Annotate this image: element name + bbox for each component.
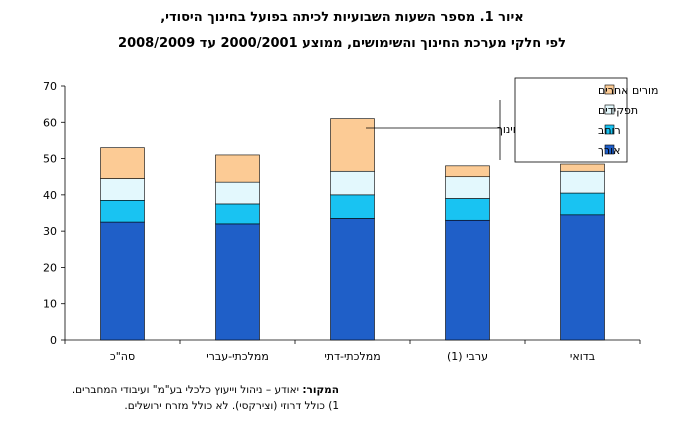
footnote: 1) כולל דרוזי (וצירקסי). לא כולל מזרח יר… [124,400,339,412]
x-tick-label: ממלכתי-עברי [206,350,269,363]
bar-segment-tafkidim [215,181,260,205]
bar-segment-orech [100,221,145,341]
y-tick-label: 60 [43,116,57,129]
bar-segment-orech [215,223,260,341]
x-tick-label: סה"כ [110,350,135,363]
bar-segment-morim_acherim [215,154,260,183]
stacked-bar-chart: 0 10 20 30 40 50 60 70 סה"כ ממלכתי-עברי ממלכתי-דת… [43,77,658,363]
legend-swatch-morim_acherim [604,84,615,95]
bar-segment-rochav [215,203,260,225]
bar-segment-rochav [445,198,490,221]
x-tick-label: ערבי (1) [447,350,488,363]
legend-label-orech: אורך [598,144,620,157]
source-text: יאודע – ניהול וייעוץ כלכלי בע"מ" ועיבודי… [71,384,299,396]
y-tick-label: 50 [43,153,57,166]
y-tick-label: 30 [43,225,57,238]
x-tick-label: בדואי [570,350,595,363]
y-tick-label: 10 [43,298,57,311]
legend-swatch-rochav [604,124,615,135]
x-tick-labels: סה"כ ממלכתי-עברי ממלכתי-דתי ערבי (1) בדואי [110,350,595,363]
bar-segment-rochav [100,200,145,223]
legend-swatch-orech [604,144,615,155]
chart-title-line2: לפי חלקי מערכת החינוך והשימושים, ממוצע 2… [118,36,566,51]
chart-title-line1: איור 1. מספר השעות השבועיות לכיתה בפועל … [160,10,524,25]
bar-segment-tafkidim [445,176,490,199]
bar-segment-tafkidim [560,170,605,194]
bar-segment-morim_acherim [100,147,145,179]
chart-bars [100,118,605,341]
legend-label-rochav: רוחב [598,124,621,137]
y-tick-label: 70 [43,80,57,93]
y-tick-label: 0 [50,334,57,347]
y-tick-label: 20 [43,261,57,274]
bar-segment-orech [330,218,375,341]
legend-swatch-tafkidim [604,104,615,115]
bar-segment-orech [560,214,605,341]
x-tick-label: ממלכתי-דתי [324,350,380,363]
legend-label-morim_acherim: מורים אחרים [598,84,658,97]
source-label: המקור: [302,384,339,396]
bar-segment-tafkidim [330,170,375,196]
bar-segment-morim_acherim [445,165,490,178]
bar-segment-morim_acherim [330,118,375,172]
source-note: המקור: יאודע – ניהול וייעוץ כלכלי בע"מ" … [72,384,339,396]
bar-segment-rochav [560,192,605,216]
legend-label-tafkidim: תפקידים [598,104,638,117]
chart-legend: מורים אחרים תפקידים רוחב אורך [514,77,658,163]
bar-segment-rochav [330,194,375,219]
y-tick-label: 40 [43,189,57,202]
bar-segment-morim_acherim [560,163,605,172]
bar-segment-orech [445,219,490,341]
bar-segment-tafkidim [100,178,145,201]
